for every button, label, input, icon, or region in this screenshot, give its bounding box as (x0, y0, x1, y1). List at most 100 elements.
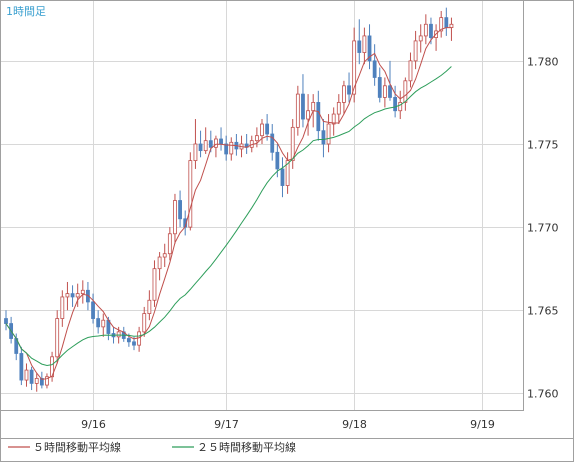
candle-body-up (342, 85, 346, 103)
candle-body-up (203, 140, 208, 152)
candle-body-up (408, 60, 413, 82)
x-tick-label: 9/18 (342, 418, 367, 431)
candle-body-down (29, 369, 34, 384)
candle-body-down (275, 151, 280, 170)
candle (178, 190, 182, 228)
candle (413, 30, 418, 70)
candle-body-down (280, 168, 285, 186)
candle-body-down (393, 97, 398, 112)
candle-body-up (254, 135, 259, 142)
candle (142, 306, 147, 337)
candle-body-up (295, 93, 300, 128)
candle-body-up (162, 253, 167, 258)
candle (377, 67, 382, 103)
candle (423, 14, 428, 45)
candle-body-up (24, 369, 29, 381)
x-tick-label: 9/17 (214, 418, 239, 431)
chart-title: 1時間足 (6, 5, 46, 18)
legend-ma5-label: ５時間移動平均線 (33, 440, 121, 454)
candle (96, 310, 101, 334)
candle-body-up (439, 17, 444, 32)
candle (45, 373, 49, 389)
candle-body-up (193, 143, 198, 162)
candle-body-down (316, 102, 321, 132)
candle (321, 119, 326, 158)
candle-body-down (301, 93, 305, 120)
candle (254, 127, 259, 148)
candle-body-up (157, 256, 162, 270)
candle-body-down (265, 123, 270, 135)
candle-layer (4, 7, 454, 392)
candle (295, 85, 300, 136)
candle-body-up (311, 102, 316, 112)
candle-body-down (126, 338, 131, 343)
candle-body-down (367, 35, 372, 62)
candle (91, 293, 95, 324)
candle-body-down (270, 133, 275, 153)
candle (316, 90, 321, 141)
y-axis-ticks: 1.780 1.775 1.770 1.765 1.760 (527, 56, 559, 401)
candle (188, 152, 193, 231)
candle (55, 310, 60, 364)
candle-body-up (173, 200, 177, 235)
candle (214, 135, 218, 158)
candle (19, 346, 24, 386)
candle-body-down (347, 85, 351, 95)
candle (152, 260, 157, 307)
candle-body-up (423, 23, 428, 37)
candle (290, 119, 295, 169)
candle-body-down (388, 85, 392, 98)
candle (347, 72, 351, 103)
candle-body-up (188, 160, 193, 228)
legend: ５時間移動平均線 ２５時間移動平均線 (8, 440, 296, 454)
candle-body-up (214, 138, 218, 148)
candle-body-down (132, 341, 136, 346)
candle (70, 285, 75, 307)
candle (147, 290, 152, 321)
candle-body-down (224, 143, 229, 155)
candle (362, 27, 367, 65)
candle (229, 137, 234, 161)
candle-body-up (75, 293, 80, 298)
candle-body-up (398, 102, 403, 112)
candle-body-up (326, 123, 331, 145)
candle (24, 363, 29, 387)
candle (162, 243, 167, 268)
candle (34, 373, 39, 392)
candle-body-down (91, 301, 95, 319)
candle-body-up (152, 268, 157, 301)
candle-body-up (80, 289, 85, 295)
candle (260, 119, 264, 144)
moving-average-layer (5, 27, 452, 380)
candle-body-down (372, 60, 377, 78)
candle-body-up (382, 85, 387, 98)
candle-body-up (413, 40, 418, 62)
candle (382, 77, 387, 108)
candle-body-up (167, 233, 172, 255)
candle-body-down (377, 77, 382, 98)
candle (408, 52, 413, 88)
candle (301, 74, 305, 128)
candle-body-up (306, 110, 310, 120)
x-axis-ticks: 9/16 9/17 9/18 9/19 (81, 418, 495, 431)
y-tick-label: 1.780 (527, 56, 559, 69)
candle-body-up (418, 35, 423, 42)
candle-body-up (147, 299, 152, 314)
candle (326, 114, 331, 153)
candle (336, 94, 341, 125)
candle-body-up (229, 141, 234, 155)
candle (270, 124, 275, 161)
candle-body-down (321, 130, 326, 145)
legend-ma25-label: ２５時間移動平均線 (197, 440, 296, 454)
candle (203, 127, 208, 154)
candle-body-down (96, 318, 101, 328)
candle (29, 366, 34, 391)
candle (173, 193, 177, 244)
candle (224, 135, 229, 161)
candle (418, 24, 423, 53)
y-tick-label: 1.775 (527, 139, 559, 152)
candle-body-down (70, 293, 75, 298)
ma25-line (5, 66, 452, 367)
candle-body-up (142, 313, 147, 333)
